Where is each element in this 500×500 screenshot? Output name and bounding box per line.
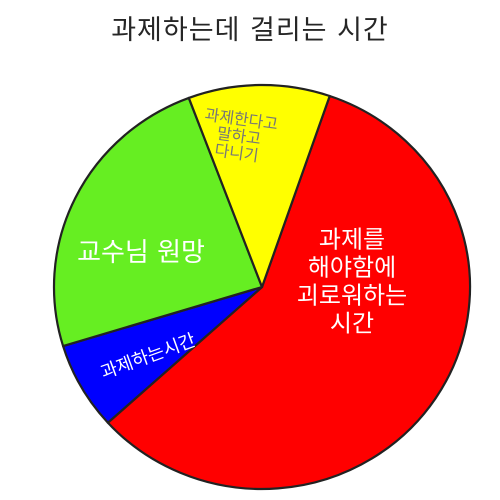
slice-label-line: 시간 — [330, 309, 374, 337]
slice-label-line: 과제를 — [319, 225, 385, 253]
slice-label-line: 교수님 원망 — [77, 238, 205, 268]
slice-label-line: 괴로워하는 — [297, 281, 407, 309]
pie-slice-3 — [187, 83, 331, 289]
slice-label-0: 과제를 해야함에 괴로워하는 시간 — [297, 225, 407, 337]
pie-slice-0 — [106, 94, 472, 491]
slice-label-3: 과제한다고말하고다니기 — [199, 105, 279, 168]
slice-label-line: 해야함에 — [308, 253, 396, 281]
pie-slice-2 — [52, 96, 264, 348]
slice-label-2: 교수님 원망 — [77, 238, 205, 268]
chart-title: 과제하는데 걸리는 시간 — [111, 15, 389, 46]
